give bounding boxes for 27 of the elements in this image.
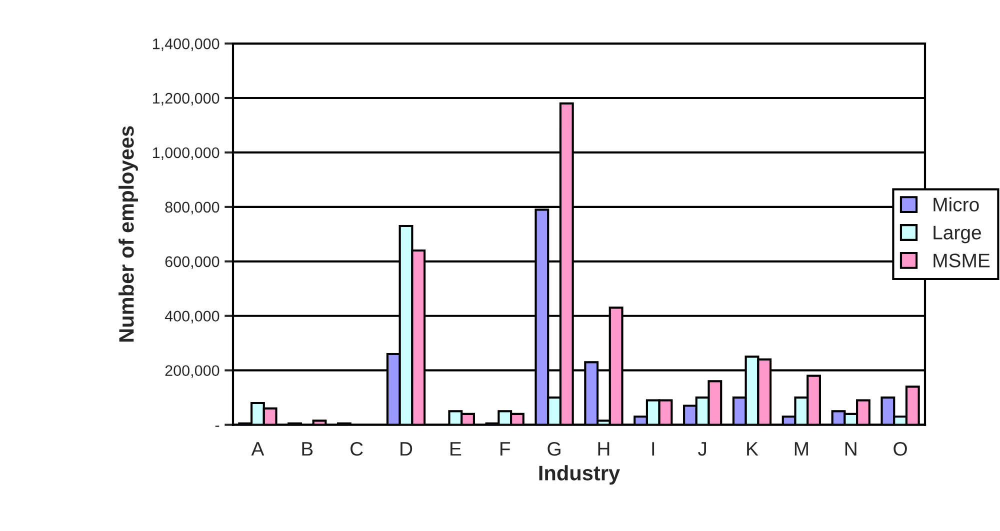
x-tick-label: E bbox=[450, 442, 462, 456]
x-tick-label: M bbox=[794, 442, 808, 456]
y-tick-label: 600,000 bbox=[165, 256, 220, 269]
y-tick-label: 1,200,000 bbox=[153, 92, 220, 106]
legend-label: MSME bbox=[934, 254, 990, 268]
y-axis-title: Number of employees bbox=[118, 126, 138, 342]
x-tick-label: I bbox=[652, 442, 654, 456]
x-tick-label: A bbox=[251, 442, 264, 456]
x-tick-label: C bbox=[350, 442, 363, 456]
x-tick-label: O bbox=[894, 442, 907, 456]
x-tick-label: B bbox=[302, 442, 313, 456]
x-axis-title: Industry bbox=[539, 465, 620, 485]
x-tick-label: J bbox=[698, 442, 706, 456]
x-tick-label: F bbox=[500, 442, 510, 456]
y-tick-label: - bbox=[215, 426, 220, 427]
y-tick-label: 1,000,000 bbox=[153, 147, 220, 160]
x-tick-label: K bbox=[747, 442, 758, 456]
x-tick-label: N bbox=[845, 442, 856, 456]
legend-label: Micro bbox=[934, 197, 979, 212]
legend-label: Large bbox=[934, 226, 981, 244]
y-tick-label: 400,000 bbox=[164, 310, 220, 324]
y-tick-label: 200,000 bbox=[165, 365, 220, 378]
x-tick-label: D bbox=[400, 442, 412, 456]
x-tick-label: H bbox=[598, 442, 610, 456]
y-tick-label: 800,000 bbox=[165, 202, 220, 214]
y-tick-label: 1,400,000 bbox=[153, 38, 220, 52]
x-tick-label: G bbox=[548, 442, 560, 456]
